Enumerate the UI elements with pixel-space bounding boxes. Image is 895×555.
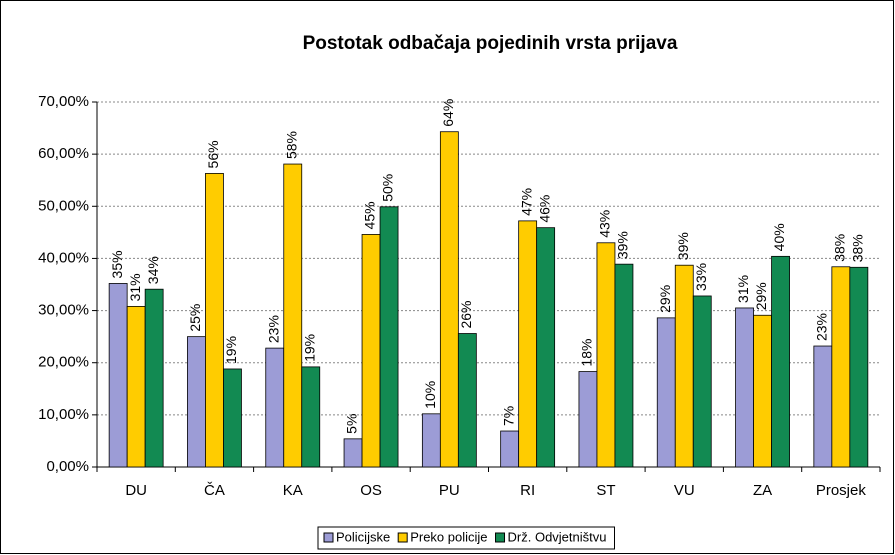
- value-label: 38%: [850, 234, 866, 262]
- bar: [692, 295, 712, 468]
- x-tick-label: VU: [674, 482, 695, 499]
- bar: [674, 264, 694, 468]
- x-tick-label: KA: [283, 482, 303, 499]
- bar: [439, 131, 459, 468]
- value-label: 46%: [536, 195, 552, 223]
- legend-label: Preko policije: [410, 529, 487, 544]
- bar: [518, 220, 538, 468]
- legend-label: Policijske: [336, 529, 390, 544]
- value-label: 58%: [283, 131, 299, 159]
- x-tick-label: DU: [125, 482, 147, 499]
- x-tick-label: RI: [520, 482, 535, 499]
- value-label: 31%: [735, 275, 751, 303]
- y-tick-label: 20,00%: [38, 354, 89, 371]
- value-label: 29%: [753, 282, 769, 310]
- value-label: 19%: [223, 336, 239, 364]
- bar: [223, 368, 242, 468]
- value-label: 10%: [422, 381, 438, 409]
- value-label: 29%: [657, 285, 673, 313]
- value-label: 50%: [380, 174, 396, 202]
- value-label: 39%: [675, 232, 691, 260]
- bar: [656, 317, 676, 468]
- x-tick-label: OS: [360, 482, 382, 499]
- bar: [361, 234, 381, 468]
- value-label: 39%: [615, 231, 631, 259]
- value-label: 26%: [458, 300, 474, 328]
- value-label: 38%: [832, 234, 848, 262]
- bar: [265, 347, 285, 468]
- value-label: 23%: [814, 313, 830, 341]
- bar: [108, 283, 128, 468]
- value-label: 33%: [693, 263, 709, 291]
- value-label: 18%: [579, 339, 595, 367]
- y-tick-label: 50,00%: [38, 197, 89, 214]
- value-label: 19%: [301, 334, 317, 362]
- bar: [457, 333, 477, 468]
- legend-label: Drž. Odvjetništvu: [508, 529, 607, 544]
- y-tick-label: 60,00%: [38, 145, 89, 162]
- legend-box: [317, 526, 615, 550]
- bar: [813, 345, 833, 468]
- x-tick-label: ST: [596, 482, 615, 499]
- value-label: 64%: [440, 99, 456, 127]
- bar: [283, 163, 303, 468]
- legend-swatch: [323, 532, 334, 543]
- value-label: 34%: [145, 256, 161, 284]
- bar: [343, 438, 363, 468]
- bar: [735, 307, 754, 468]
- y-tick-label: 70,00%: [38, 93, 89, 110]
- chart-title: Postotak odbačaja pojedinih vrsta prijav…: [303, 33, 678, 54]
- value-label: 25%: [187, 304, 203, 332]
- x-tick-label: Prosjek: [816, 482, 867, 499]
- legend-swatch: [397, 532, 408, 543]
- y-tick-label: 30,00%: [38, 302, 89, 319]
- bar: [753, 314, 772, 468]
- bar: [187, 336, 206, 468]
- bar: [500, 430, 520, 468]
- bar: [831, 266, 851, 468]
- value-label: 40%: [771, 223, 787, 251]
- x-tick-label: ZA: [753, 482, 772, 499]
- value-label: 31%: [127, 273, 143, 301]
- bar: [578, 371, 598, 468]
- legend-swatch: [495, 532, 506, 543]
- y-tick-label: 0,00%: [46, 458, 89, 475]
- value-label: 43%: [597, 210, 613, 238]
- value-label: 5%: [344, 414, 360, 434]
- value-label: 7%: [500, 406, 516, 426]
- x-tick-label: PU: [439, 482, 460, 499]
- bar: [126, 305, 146, 468]
- bar: [301, 366, 321, 468]
- bar: [536, 227, 556, 468]
- bar: [379, 206, 399, 468]
- value-label: 23%: [265, 315, 281, 343]
- x-tick-label: ČA: [204, 482, 225, 499]
- bar: [205, 173, 224, 468]
- value-label: 47%: [518, 188, 534, 216]
- bar: [771, 255, 790, 468]
- bar: [144, 288, 164, 468]
- bar: [849, 266, 869, 468]
- bar: [421, 413, 441, 468]
- y-tick-label: 40,00%: [38, 249, 89, 266]
- value-label: 35%: [109, 250, 125, 278]
- y-tick-label: 10,00%: [38, 406, 89, 423]
- bar: [596, 242, 616, 468]
- bar: [614, 263, 634, 468]
- value-label: 56%: [205, 140, 221, 168]
- value-label: 45%: [362, 201, 378, 229]
